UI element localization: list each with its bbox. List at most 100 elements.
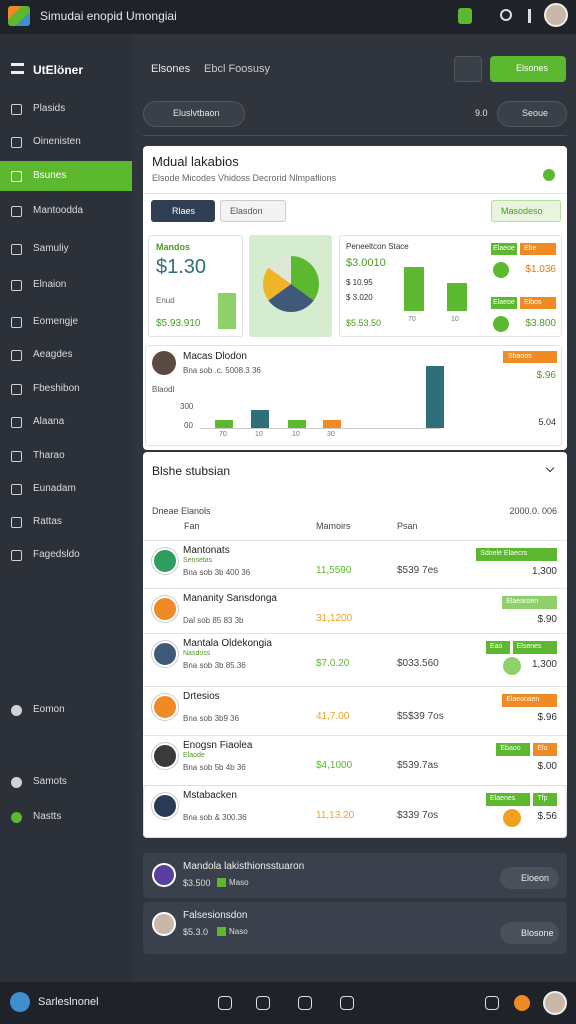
sidebar-item[interactable]: Samots (33, 776, 67, 787)
sidebar-item[interactable]: Eomon (33, 704, 65, 715)
row-name[interactable]: Mantonats (183, 545, 230, 556)
bar (323, 420, 341, 428)
footer-icon[interactable] (218, 996, 232, 1010)
sidebar-icon (11, 484, 22, 495)
tag-label: Elaeoe (493, 245, 515, 252)
badge-dot (217, 927, 226, 936)
footer-icon[interactable] (485, 996, 499, 1010)
footer-avatar[interactable] (543, 991, 567, 1015)
column-header: Psan (397, 521, 418, 531)
panel-value: $ 10.95 (346, 278, 373, 287)
row-divider (143, 588, 567, 589)
info-card (143, 853, 567, 898)
row-name[interactable]: Drtesios (183, 691, 220, 702)
panel-value: $3.800 (525, 318, 556, 329)
footer-icon[interactable] (340, 996, 354, 1010)
sidebar-item[interactable]: Alaana (33, 416, 65, 427)
row-name[interactable]: Mstabacken (183, 790, 237, 801)
sidebar-item[interactable]: Oinenisten (33, 136, 81, 147)
brand: UtElöner (33, 63, 84, 77)
tab-button[interactable] (491, 200, 561, 222)
tag (486, 793, 531, 806)
sidebar-item[interactable]: Plasids (33, 103, 66, 114)
card-button[interactable] (500, 867, 559, 889)
footer-icon[interactable] (298, 996, 312, 1010)
sidebar-item[interactable]: Nastts (33, 811, 62, 822)
sidebar-item[interactable]: Fagedsldo (33, 549, 80, 560)
card-badge: Naso (229, 927, 248, 936)
action-button[interactable] (490, 56, 566, 82)
sidebar-item[interactable]: Bsunes (33, 170, 67, 181)
group-date: 2000.0. 006 (509, 506, 557, 516)
tab-button[interactable] (220, 200, 286, 222)
sidebar-item[interactable]: Rattas (33, 516, 62, 527)
tag (503, 351, 557, 363)
tag-label: Tfp (537, 795, 548, 802)
sidebar-icon (11, 206, 22, 217)
card-button[interactable] (500, 922, 559, 944)
row-name[interactable]: Enogsn Fiaolea (183, 740, 253, 751)
button-label: Elasdon (230, 206, 263, 216)
tab-button[interactable] (151, 200, 215, 222)
sidebar-active[interactable] (0, 161, 132, 191)
x-label: 70 (219, 431, 227, 438)
menu-icon[interactable] (528, 9, 531, 23)
sidebar-item[interactable]: Eunadam (33, 483, 76, 494)
tag (491, 297, 517, 309)
row-divider (143, 735, 567, 736)
nav-tab[interactable]: Elsones (151, 63, 191, 75)
sidebar-icon (11, 244, 22, 255)
tag (491, 243, 517, 255)
tag-label: Ebe (524, 245, 537, 252)
user-avatar[interactable] (544, 3, 568, 27)
row-amount: $.96 (537, 712, 557, 723)
footer-label: Sarleslnonel (38, 996, 99, 1008)
row-sub: Elaode (183, 752, 205, 759)
x-label: 10 (255, 431, 263, 438)
card-badge: Maso (229, 878, 249, 887)
sidebar-icon (11, 350, 22, 361)
sidebar-item[interactable]: Eomengje (33, 316, 79, 327)
sidebar-item[interactable]: Mantoodda (33, 205, 84, 216)
row-icon (152, 694, 178, 720)
sidebar-item[interactable]: Fbeshibon (33, 383, 80, 394)
tag-label: Elaeoe (493, 299, 515, 306)
tag (533, 793, 557, 806)
nav-tab[interactable]: Ebcl Foosusy (204, 63, 271, 75)
tag-label: Elaearoen (506, 598, 539, 605)
settings-icon[interactable] (500, 9, 512, 21)
trend-foot: 5.04 (538, 417, 556, 427)
sidebar-item[interactable]: Elnaion (33, 279, 67, 290)
panel-value: $3.0010 (346, 257, 386, 269)
sidebar-icon (11, 137, 22, 148)
bar (251, 410, 269, 428)
notification-icon[interactable] (458, 8, 472, 24)
row-name[interactable]: Mantala Oldekongia (183, 638, 272, 649)
status-dot (543, 169, 555, 181)
stat-bar (218, 293, 236, 329)
sidebar-item[interactable]: Aeagdes (33, 349, 73, 360)
row-value: 11,5590 (316, 565, 352, 576)
axis-label: 00 (184, 421, 193, 430)
check-icon (493, 316, 509, 332)
sidebar-icon (11, 171, 22, 182)
tag (486, 641, 510, 654)
app-logo (8, 6, 30, 26)
tag (520, 243, 556, 255)
panel-title: Peneeltcon Stace (346, 242, 409, 251)
sort-button[interactable] (497, 101, 567, 127)
row-value: $7.0.20 (316, 658, 350, 669)
row-value: $5$39 7os (397, 711, 444, 722)
search-button[interactable] (454, 56, 482, 82)
footer-icon[interactable] (514, 995, 530, 1011)
sidebar-item[interactable]: Tharao (33, 450, 65, 461)
footer-icon[interactable] (256, 996, 270, 1010)
divider (143, 135, 567, 136)
bar (288, 420, 306, 428)
stat-panel (148, 235, 243, 337)
sidebar-item[interactable]: Samuliy (33, 243, 69, 254)
sidebar-icon (11, 517, 22, 528)
filter-dropdown[interactable] (143, 101, 245, 127)
stat-label: Mandos (156, 242, 191, 252)
row-name[interactable]: Mananity Sansdonga (183, 593, 277, 604)
